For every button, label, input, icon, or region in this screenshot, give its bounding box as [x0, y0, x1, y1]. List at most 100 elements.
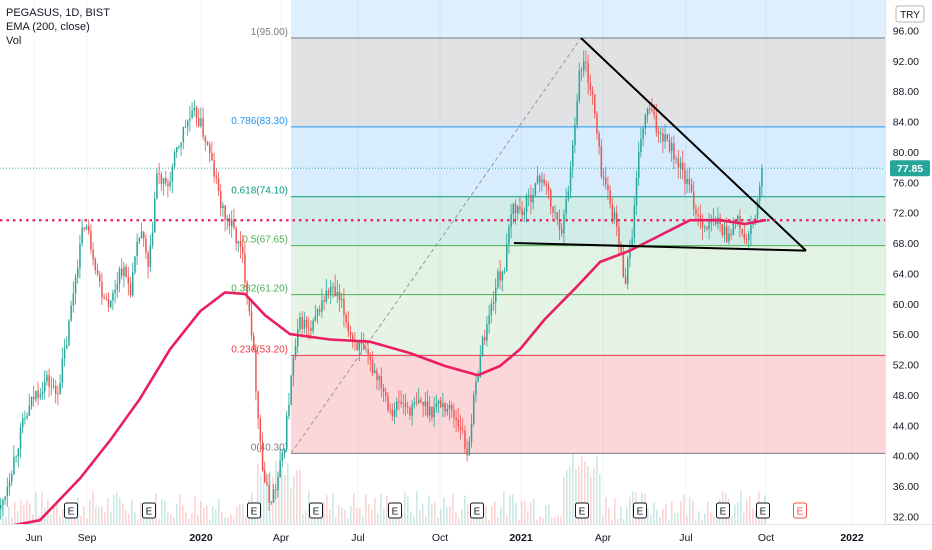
volume-bar: [176, 503, 178, 524]
price-axis-background: [885, 0, 932, 550]
candle-body: [517, 206, 519, 214]
volume-bar: [65, 517, 67, 524]
fib-level-label-6: 0(40.30): [251, 442, 288, 453]
candle-body: [594, 94, 596, 114]
volume-bar: [428, 495, 430, 524]
candle-body: [180, 142, 182, 147]
volume-bar: [374, 498, 376, 524]
candle-body: [30, 396, 33, 406]
trend-lines[interactable]: [513, 37, 807, 252]
fibonacci-retracement[interactable]: 1(95.00) 0.786(83.30) 0.618(74.10) 0.5(67.6…: [231, 0, 885, 454]
candle-body: [398, 401, 400, 403]
volume-bar: [185, 511, 187, 524]
candle-body: [697, 214, 699, 216]
candle-body: [261, 441, 264, 471]
candle-body: [475, 381, 477, 396]
candle-body: [338, 291, 341, 301]
volume-bar: [215, 509, 217, 524]
candle-body: [2, 499, 4, 505]
volume-bar: [329, 509, 331, 524]
candle-body: [748, 234, 750, 240]
candle-body: [627, 258, 629, 284]
fib-zone-top: [291, 0, 885, 38]
candle-body: [664, 134, 666, 142]
volume-bar: [608, 508, 610, 524]
y-tick-label: 68.00: [893, 238, 919, 250]
volume-bar: [362, 516, 364, 524]
volume-bar: [203, 507, 205, 524]
y-tick-label: 48.00: [893, 390, 919, 402]
volume-bar: [209, 519, 211, 524]
candle-body: [270, 502, 273, 503]
volume-bar: [689, 497, 691, 524]
volume-bar: [716, 519, 718, 524]
volume-bar: [494, 501, 496, 524]
volume-bar: [296, 470, 298, 524]
volume-bar: [344, 510, 346, 524]
candle-body: [105, 298, 108, 300]
volume-bar: [572, 453, 574, 524]
candle-body: [596, 113, 598, 134]
candle-body: [490, 303, 493, 315]
x-tick-label: Oct: [432, 532, 448, 544]
time-axis[interactable]: Jun Sep 2020 Apr Jul Oct 2021 Apr Jul Oct 2022: [0, 524, 932, 550]
volume-bar: [233, 519, 235, 524]
candle-body: [211, 153, 213, 161]
volume-bar: [536, 519, 538, 524]
candle-body: [233, 219, 235, 229]
candle-body: [666, 134, 669, 140]
candle-body: [686, 179, 688, 184]
volume-bar: [278, 470, 280, 524]
candle-body: [642, 128, 644, 139]
candle-body: [721, 224, 724, 235]
earnings-marker-label: E: [579, 507, 586, 518]
candle-body: [68, 320, 70, 346]
volume-bar: [407, 496, 409, 524]
currency-badge: [895, 5, 925, 23]
volume-bar: [755, 510, 757, 524]
candle-body: [74, 277, 77, 294]
ema-indicator-label[interactable]: EMA (200, close): [6, 21, 90, 33]
candle-body: [521, 209, 523, 216]
volume-indicator-label[interactable]: Vol: [6, 35, 22, 47]
candle-body: [732, 222, 735, 235]
volume-bar: [746, 499, 748, 524]
candle-body: [61, 358, 64, 383]
candle-body: [24, 417, 26, 419]
volume-bar: [113, 494, 115, 524]
volume-bar: [188, 518, 190, 524]
candle-body: [195, 107, 198, 119]
candle-body: [228, 217, 231, 226]
x-tick-label: Jul: [351, 532, 364, 544]
candle-body: [514, 203, 517, 214]
earnings-marker-box: [470, 502, 484, 519]
candle-body: [607, 184, 609, 191]
volume-bar: [308, 491, 310, 524]
candle-body: [206, 142, 209, 145]
price-axis[interactable]: 32.00 36.00 40.00 44.00 48.00 52.00 56.00 60.00…: [885, 0, 932, 550]
candle-body: [37, 390, 39, 398]
horizontal-level-line[interactable]: [0, 167, 885, 222]
candle-body: [57, 393, 59, 395]
symbol-title[interactable]: PEGASUS, 1D, BIST: [6, 7, 110, 19]
candle-body: [554, 212, 556, 213]
candle-body: [541, 179, 543, 183]
volume-bar: [563, 476, 565, 524]
fib-level-label-3: 0.5(67.65): [242, 235, 288, 246]
candle-body: [6, 487, 9, 497]
volume-bar: [338, 505, 340, 524]
y-tick-label: 88.00: [893, 86, 919, 98]
candle-body: [13, 456, 15, 475]
candle-body: [41, 391, 44, 395]
candle-body: [583, 61, 585, 71]
volume-bar: [533, 499, 535, 524]
candle-body: [539, 175, 541, 183]
volume-bar: [749, 496, 751, 524]
volume-bar: [596, 456, 598, 524]
candle-body: [759, 186, 761, 201]
volume-bar: [440, 508, 442, 524]
candle-body: [532, 194, 534, 203]
volume-bar: [263, 466, 265, 524]
